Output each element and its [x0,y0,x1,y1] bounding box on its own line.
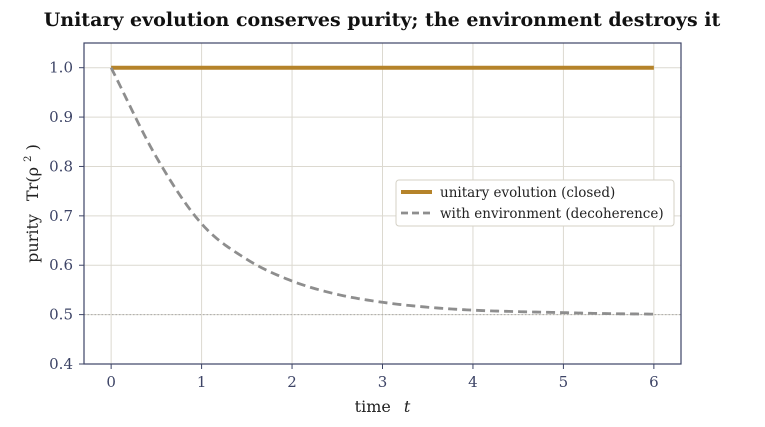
y-axis-label-close: ) [23,144,42,150]
x-tick-label: 3 [378,373,388,391]
x-tick-label: 0 [106,373,116,391]
legend-label-2: with environment (decoherence) [440,206,664,222]
legend-box [395,179,675,227]
y-tick-label: 0.4 [49,355,73,373]
x-axis-label: time t [355,397,411,416]
y-axis-label: purity Tr(ρ 2 ) [16,144,42,263]
y-axis-label-symbol: Tr(ρ [23,167,42,201]
legend: unitary evolution (closed) with environme… [395,179,675,227]
legend-label-1: unitary evolution (closed) [440,185,615,201]
x-tick-label: 6 [649,373,659,391]
y-tick-label: 0.9 [49,108,73,126]
x-tick-label: 1 [197,373,207,391]
series-layer [109,65,654,316]
x-axis-label-symbol: t [404,397,411,416]
x-axis-label-word: time [355,397,391,416]
y-axis-label-exponent: 2 [23,156,34,162]
y-tick-label: 1.0 [49,59,73,77]
y-tick-label: 0.6 [49,256,73,274]
y-tick-label: 0.7 [49,207,73,225]
chart-title: Unitary evolution conserves purity; the … [44,9,721,31]
series-line-2 [109,67,654,316]
y-tick-label: 0.5 [49,306,73,324]
x-tick-label: 4 [468,373,478,391]
x-tick-label: 2 [287,373,297,391]
y-axis-label-word: purity [23,214,42,263]
y-tick-label: 0.8 [49,157,73,175]
tick-layer: 0 1 2 3 4 5 6 0.4 0.5 0.6 0.7 0.8 0.9 1.0 [49,59,658,391]
x-tick-label: 5 [559,373,569,391]
